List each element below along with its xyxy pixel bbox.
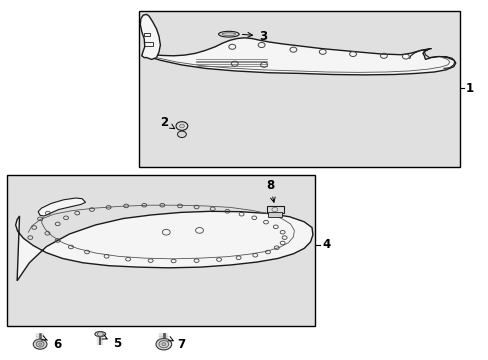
Bar	[268, 212, 281, 217]
Text: 2: 2	[160, 116, 174, 129]
Circle shape	[36, 341, 44, 347]
Ellipse shape	[95, 332, 105, 337]
Bar	[7, 175, 315, 326]
Ellipse shape	[222, 33, 235, 36]
Text: 5: 5	[102, 335, 122, 350]
Ellipse shape	[218, 31, 239, 37]
Polygon shape	[16, 211, 312, 281]
Text: 7: 7	[168, 337, 185, 351]
Polygon shape	[140, 14, 160, 59]
Text: 6: 6	[41, 336, 61, 351]
Circle shape	[179, 124, 184, 128]
Circle shape	[33, 339, 47, 349]
Circle shape	[176, 122, 187, 130]
Bar	[266, 206, 283, 213]
Polygon shape	[147, 38, 455, 75]
Bar	[144, 42, 153, 46]
Circle shape	[177, 131, 186, 138]
Text: 1: 1	[465, 82, 473, 95]
Circle shape	[162, 343, 165, 346]
Circle shape	[159, 341, 168, 348]
Circle shape	[39, 343, 41, 345]
Bar	[144, 33, 150, 36]
Text: 4: 4	[322, 238, 330, 251]
Text: 3: 3	[242, 30, 267, 42]
Text: 8: 8	[265, 179, 275, 202]
Polygon shape	[38, 198, 85, 216]
Bar	[139, 11, 459, 167]
Circle shape	[156, 338, 171, 350]
Circle shape	[97, 332, 103, 336]
